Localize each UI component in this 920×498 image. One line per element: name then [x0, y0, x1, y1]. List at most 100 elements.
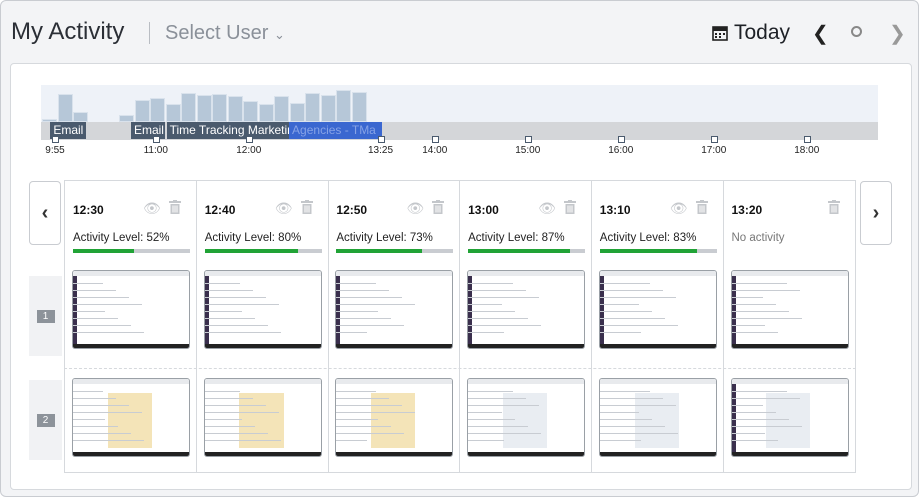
slot-time: 13:00 — [468, 203, 499, 217]
activity-progress-bar — [599, 249, 717, 253]
activity-progress-bar — [336, 249, 454, 253]
chevron-down-icon: ⌄ — [273, 27, 285, 42]
activity-bar — [243, 101, 258, 122]
app-segment[interactable]: Email — [130, 122, 166, 139]
select-user-dropdown[interactable]: Select User ⌄ — [165, 22, 285, 45]
tick-label: 16:00 — [608, 145, 634, 156]
activity-level: Activity Level: 80% — [204, 232, 302, 244]
monitor-2-label: 2 — [29, 380, 62, 460]
activity-level: Activity Level: 87% — [468, 232, 565, 244]
activity-bar — [196, 95, 212, 122]
tick-marker — [524, 136, 532, 143]
previous-day-button[interactable]: ❮ — [812, 23, 829, 45]
slot-time: 12:50 — [336, 203, 368, 217]
tick-label: 14:00 — [422, 145, 448, 156]
screenshot-thumbnail-monitor-1[interactable] — [598, 270, 717, 349]
tick-marker — [431, 136, 439, 143]
activity-bar — [57, 94, 73, 122]
eye-icon[interactable]: 👁︎ — [406, 200, 425, 216]
scroll-right-button[interactable]: › — [860, 181, 892, 245]
activity-level: Activity Level: 73% — [336, 232, 433, 244]
activity-bar — [134, 100, 150, 122]
activity-bar — [227, 96, 243, 122]
screenshot-thumbnail-monitor-1[interactable] — [203, 270, 322, 349]
activity-bar — [165, 104, 181, 122]
tick-marker — [245, 136, 253, 143]
calendar-icon — [712, 26, 728, 41]
current-day-button[interactable] — [851, 26, 862, 37]
screenshot-grid: 12:30 👁︎ Activity Level: 52% 12:40 👁︎ Activit… — [64, 180, 856, 473]
activity-bar — [212, 94, 227, 122]
slot-time: 12:40 — [204, 203, 236, 217]
trash-icon[interactable] — [564, 200, 577, 217]
activity-progress-bar — [73, 249, 190, 253]
trash-icon[interactable] — [827, 200, 840, 217]
trash-icon[interactable] — [432, 200, 445, 217]
screenshot-thumbnail-monitor-2[interactable] — [730, 378, 849, 457]
activity-bar — [336, 90, 351, 122]
slot-time: 13:10 — [599, 203, 631, 217]
app-segment[interactable]: Agencies - TMa — [289, 122, 383, 139]
tick-marker — [377, 136, 385, 143]
screenshot-thumbnail-monitor-1[interactable] — [72, 270, 190, 349]
screenshot-thumbnail-monitor-2[interactable] — [335, 378, 454, 457]
header: My Activity Select User ⌄ Today ❮ ❯ — [1, 1, 919, 63]
activity-bar — [181, 93, 196, 122]
screenshot-thumbnail-monitor-1[interactable] — [467, 270, 586, 349]
activity-bar — [289, 103, 305, 122]
screenshot-thumbnail-monitor-2[interactable] — [467, 378, 586, 457]
screenshot-thumbnail-monitor-1[interactable] — [335, 270, 454, 349]
activity-level: No activity — [731, 232, 785, 244]
page-title: My Activity — [11, 18, 125, 45]
activity-bar — [73, 112, 88, 122]
screenshot-thumbnail-monitor-2[interactable] — [203, 378, 322, 457]
tick-label: 9:55 — [45, 145, 65, 156]
time-slot: 13:20 No activity — [724, 181, 856, 472]
time-slot: 12:40 👁︎ Activity Level: 80% — [197, 181, 329, 472]
time-slot: 13:00 👁︎ Activity Level: 87% — [460, 181, 593, 472]
scroll-left-button[interactable]: ‹ — [29, 181, 61, 245]
trash-icon[interactable] — [695, 200, 708, 217]
select-user-label: Select User — [165, 22, 269, 44]
slot-time: 12:30 — [73, 203, 104, 217]
tick-marker — [617, 136, 625, 143]
row-divider — [64, 368, 856, 369]
tick-label: 13:25 — [367, 145, 394, 156]
monitor-icon: 1 — [36, 309, 55, 323]
tick-marker — [52, 136, 59, 143]
screenshot-thumbnail-monitor-2[interactable] — [598, 378, 717, 457]
divider — [149, 22, 150, 44]
eye-icon[interactable]: 👁︎ — [538, 200, 556, 216]
activity-progress-bar — [468, 249, 586, 253]
app-segment[interactable]: Time Tracking Marketing — [166, 122, 290, 139]
slot-time: 13:20 — [731, 203, 763, 217]
monitor-1-label: 1 — [29, 276, 62, 356]
app-segment[interactable]: Email — [50, 122, 86, 139]
tick-label: 12:00 — [236, 145, 262, 156]
eye-icon[interactable]: 👁︎ — [274, 200, 293, 216]
screenshot-thumbnail-monitor-1[interactable] — [730, 270, 849, 349]
activity-bar — [119, 115, 134, 122]
tick-marker — [803, 136, 811, 143]
time-slot: 12:30 👁︎ Activity Level: 52% — [65, 181, 197, 472]
tick-label: 15:00 — [515, 145, 541, 156]
activity-progress-bar — [204, 249, 322, 253]
activity-bar — [320, 95, 336, 122]
activity-level: Activity Level: 52% — [73, 232, 170, 244]
time-slot: 12:50 👁︎ Activity Level: 73% — [328, 181, 461, 472]
activity-bar — [42, 119, 57, 122]
activity-level: Activity Level: 83% — [599, 232, 697, 244]
date-picker[interactable]: Today — [712, 21, 790, 45]
next-day-button[interactable]: ❯ — [889, 23, 906, 45]
activity-bar — [150, 98, 165, 122]
trash-icon[interactable] — [169, 200, 181, 217]
tick-marker — [152, 136, 160, 143]
trash-icon[interactable] — [300, 200, 313, 217]
activity-bar — [258, 104, 274, 122]
tick-marker — [710, 136, 718, 143]
time-slot: 13:10 👁︎ Activity Level: 83% — [592, 181, 724, 472]
screenshot-thumbnail-monitor-2[interactable] — [72, 378, 190, 457]
eye-icon[interactable]: 👁︎ — [669, 200, 688, 216]
tick-label: 18:00 — [794, 145, 820, 156]
eye-icon[interactable]: 👁︎ — [143, 200, 161, 216]
